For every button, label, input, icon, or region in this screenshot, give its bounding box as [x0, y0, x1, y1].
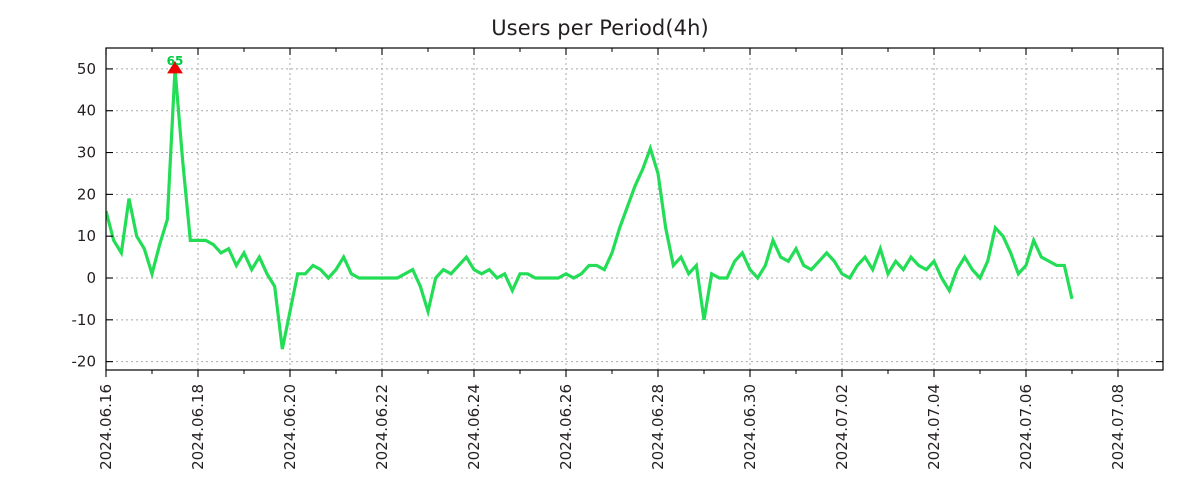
- peak-marker-triangle: [167, 60, 183, 74]
- x-tick-label: 2024.06.30: [741, 384, 759, 470]
- x-tick-label: 2024.07.08: [1109, 384, 1127, 470]
- peak-annotation: 65: [167, 54, 184, 74]
- series-line-users: [106, 68, 1074, 350]
- y-tick-label: 10: [77, 227, 96, 245]
- y-tick-label: 30: [77, 144, 96, 162]
- y-tick-label: 40: [77, 102, 96, 120]
- y-tick-label: -10: [72, 311, 97, 329]
- x-tick-label: 2024.06.22: [373, 384, 391, 470]
- x-tick-label: 2024.07.04: [925, 384, 943, 470]
- y-tick-label: -20: [72, 353, 97, 371]
- x-tick-label: 2024.07.06: [1017, 384, 1035, 470]
- y-tick-label: 20: [77, 185, 96, 203]
- grid-lines: [106, 48, 1163, 370]
- x-tick-label: 2024.06.24: [465, 384, 483, 470]
- data-series: [106, 68, 1074, 350]
- x-tick-label: 2024.06.26: [557, 384, 575, 470]
- x-tick-label: 2024.06.16: [97, 384, 115, 470]
- chart-title: Users per Period(4h): [491, 16, 709, 40]
- x-tick-label: 2024.06.18: [189, 384, 207, 470]
- x-axis-tick-labels: 2024.06.16 2024.06.18 2024.06.20 2024.06.22…: [97, 384, 1127, 470]
- axes: [105, 47, 1164, 371]
- x-tick-label: 2024.06.20: [281, 384, 299, 470]
- y-tick-label: 0: [86, 269, 96, 287]
- y-axis-tick-labels: -20 -10 0 10 20 30 40 50: [72, 60, 97, 371]
- axis-ticks: [105, 48, 1163, 377]
- x-tick-label: 2024.06.28: [649, 384, 667, 470]
- peak-value-label: 65: [167, 54, 184, 68]
- y-tick-label: 50: [77, 60, 96, 78]
- x-tick-label: 2024.07.02: [833, 384, 851, 470]
